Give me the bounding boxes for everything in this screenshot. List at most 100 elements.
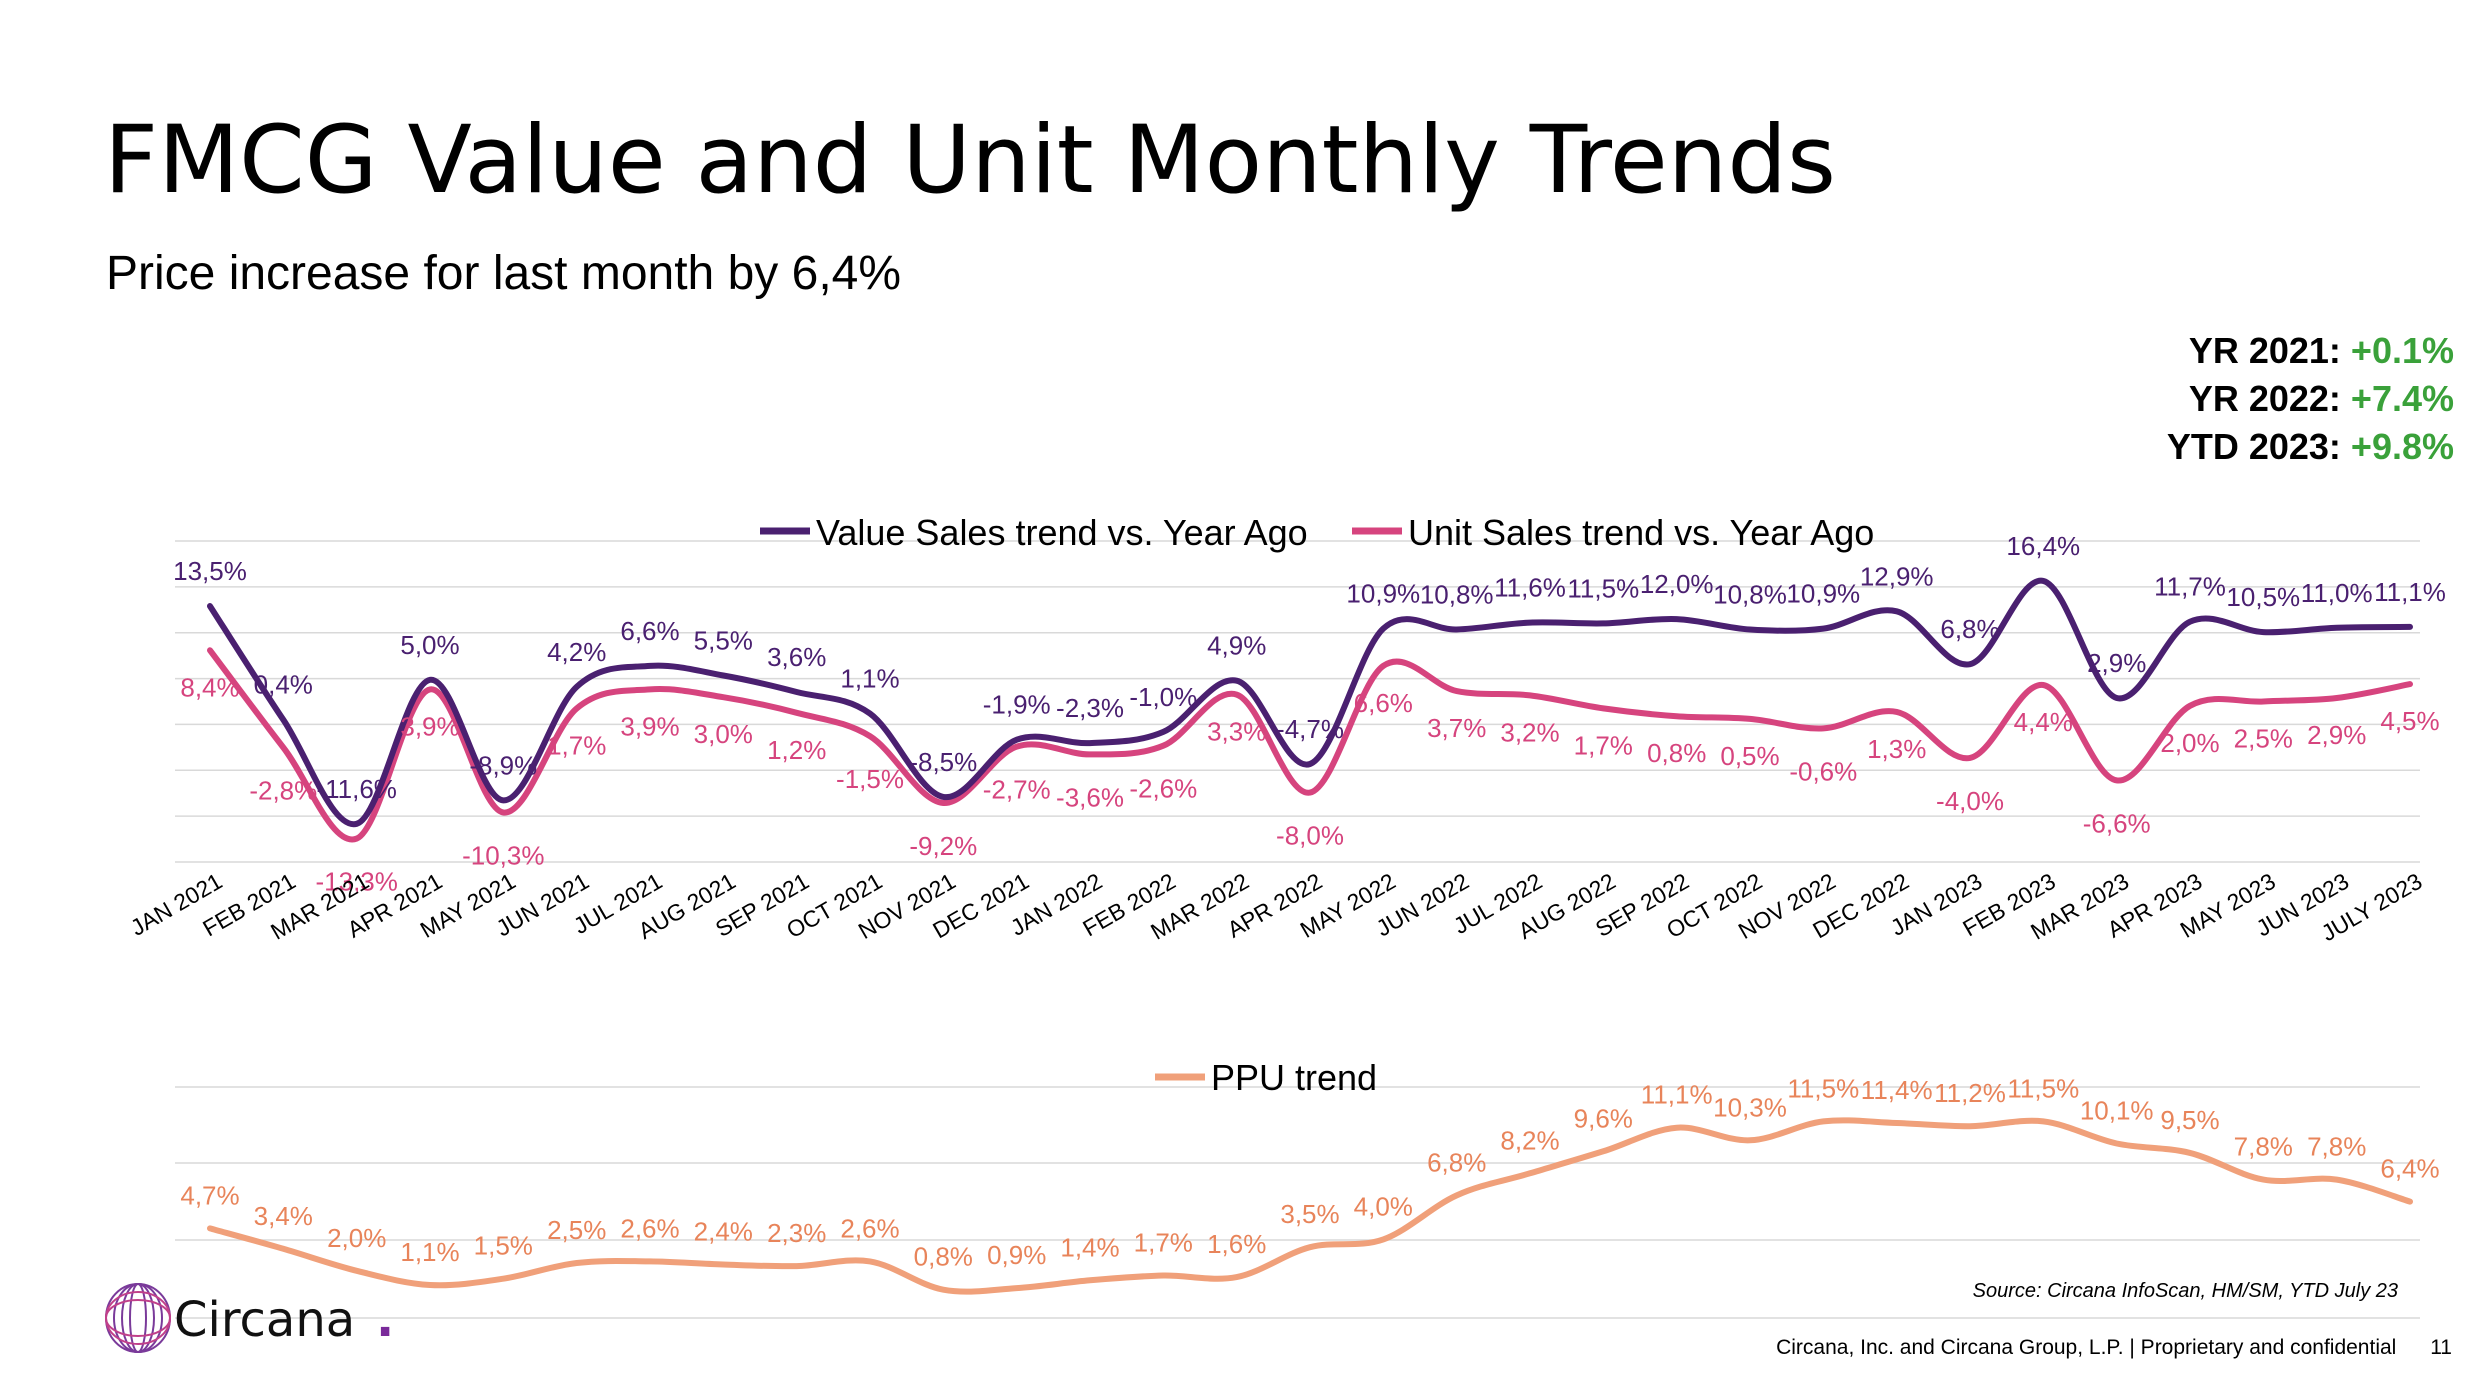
data-label: 1,2% <box>767 735 826 765</box>
data-label: 2,5% <box>2234 724 2293 754</box>
data-label: 0,9% <box>987 1240 1046 1270</box>
data-label: 2,9% <box>2307 720 2366 750</box>
logo-text: Circana <box>174 1292 355 1348</box>
data-label: 3,9% <box>400 711 459 741</box>
data-label: 3,0% <box>694 719 753 749</box>
data-label: -1,0% <box>1129 682 1197 712</box>
data-label: 0,8% <box>914 1242 973 1272</box>
data-label: 1,1% <box>840 664 899 694</box>
legend-label: PPU trend <box>1211 1057 1377 1098</box>
yearly-value: +0.1% <box>2350 330 2454 371</box>
data-label: 0,8% <box>1647 738 1706 768</box>
footer-text: Circana, Inc. and Circana Group, L.P. | … <box>1776 1336 2397 1359</box>
data-label: 11,5% <box>1787 1073 1859 1103</box>
data-label: -8,0% <box>1276 821 1344 851</box>
data-label: 6,6% <box>620 616 679 646</box>
data-label: -2,7% <box>983 775 1051 805</box>
data-label: -9,2% <box>909 831 977 861</box>
data-label: 10,9% <box>1786 579 1860 609</box>
data-label: 4,2% <box>547 637 606 667</box>
circana-logo: Circana . <box>100 1278 400 1363</box>
data-label: 1,7% <box>1134 1228 1193 1258</box>
yearly-total-ytd-2023: YTD 2023: +9.8% <box>2167 426 2454 468</box>
data-label: 1,7% <box>1574 730 1633 760</box>
data-label: 9,6% <box>1574 1103 1633 1133</box>
data-label: 11,1% <box>2374 577 2446 607</box>
data-label: 0,5% <box>1720 741 1779 771</box>
data-label: 2,9% <box>2087 648 2146 678</box>
data-label: 11,6% <box>1494 573 1566 603</box>
data-label: -11,6% <box>316 774 396 804</box>
yearly-total-2022: YR 2022: +7.4% <box>2189 378 2454 420</box>
data-label: 10,8% <box>1420 580 1494 610</box>
data-label: 1,6% <box>1207 1229 1266 1259</box>
data-label: 11,2% <box>1934 1078 2006 1108</box>
data-label: -3,6% <box>1056 782 1124 812</box>
data-label: 10,8% <box>1713 580 1787 610</box>
data-label: 2,0% <box>327 1223 386 1253</box>
data-label: 11,4% <box>1861 1075 1933 1105</box>
ppu-chart-legend: PPU trend <box>1155 1057 1377 1098</box>
data-label: 4,7% <box>180 1180 239 1210</box>
data-label: 12,0% <box>1640 569 1714 599</box>
data-label: 3,5% <box>1280 1199 1339 1229</box>
value-sales-line <box>207 577 2413 827</box>
page-title: FMCG Value and Unit Monthly Trends <box>104 106 1836 215</box>
data-label: -13,3% <box>316 867 398 897</box>
yearly-value: +7.4% <box>2350 378 2454 419</box>
data-label: -4,0% <box>1936 786 2004 816</box>
ppu-chart-grid <box>175 1086 2420 1319</box>
yearly-total-2021: YR 2021: +0.1% <box>2189 330 2454 372</box>
legend-label: Unit Sales trend vs. Year Ago <box>1408 512 1874 553</box>
data-label: 12,9% <box>1860 561 1934 591</box>
data-label: 4,9% <box>1207 631 1266 661</box>
data-label: 6,8% <box>1940 614 1999 644</box>
data-label: 7,8% <box>2234 1132 2293 1162</box>
yearly-label: YTD 2023: <box>2166 426 2341 467</box>
data-label: -1,9% <box>983 690 1051 720</box>
source-note: Source: Circana InfoScan, HM/SM, YTD Jul… <box>1972 1280 2398 1302</box>
data-label: 11,5% <box>1567 573 1639 603</box>
data-label: 6,6% <box>1354 688 1413 718</box>
yearly-label: YR 2021: <box>2188 330 2341 371</box>
logo-dot: . <box>376 1292 394 1348</box>
data-label: 1,3% <box>1867 734 1926 764</box>
yearly-label: YR 2022: <box>2188 378 2341 419</box>
data-labels: 8,4% -2,8% -13,3% 3,9% -10,3% 1,7% 3,9% 3,0% 1,2… <box>173 531 2446 1272</box>
data-label: 11,5% <box>2007 1073 2079 1103</box>
data-label: 5,5% <box>694 626 753 656</box>
data-label: 10,5% <box>2226 582 2300 612</box>
data-label: 3,2% <box>1500 717 1559 747</box>
page-number: 11 <box>2430 1336 2452 1359</box>
data-label: 8,2% <box>1500 1125 1559 1155</box>
top-chart-legend: Value Sales trend vs. Year Ago Unit Sales… <box>760 512 1874 553</box>
data-label: 5,0% <box>400 630 459 660</box>
data-label: 3,9% <box>620 711 679 741</box>
data-label: 10,9% <box>1346 579 1420 609</box>
data-label: 1,5% <box>474 1231 533 1261</box>
data-label: 3,3% <box>1207 717 1266 747</box>
data-label: -2,3% <box>1056 693 1124 723</box>
data-label: -8,9% <box>469 750 537 780</box>
data-label: 2,5% <box>547 1215 606 1245</box>
unit-sales-line <box>207 647 2413 843</box>
data-label: -8,5% <box>909 747 977 777</box>
data-label: 2,6% <box>840 1213 899 1243</box>
data-label: 3,7% <box>1427 713 1486 743</box>
data-label: -4,7% <box>1276 714 1344 744</box>
data-label: 11,7% <box>2154 572 2226 602</box>
data-label: 2,3% <box>767 1218 826 1248</box>
data-label: -6,6% <box>2083 808 2151 838</box>
page-subtitle: Price increase for last month by 6,4% <box>106 247 902 300</box>
data-label: 16,4% <box>2006 531 2080 561</box>
data-label: 0,4% <box>254 670 313 700</box>
data-label: 7,8% <box>2307 1132 2366 1162</box>
data-label: 3,4% <box>254 1201 313 1231</box>
data-label: 2,4% <box>694 1217 753 1247</box>
data-label: 6,4% <box>2380 1154 2439 1184</box>
data-label: 10,3% <box>1713 1092 1787 1122</box>
series-lines <box>207 577 2413 1295</box>
data-label: -1,5% <box>836 764 904 794</box>
